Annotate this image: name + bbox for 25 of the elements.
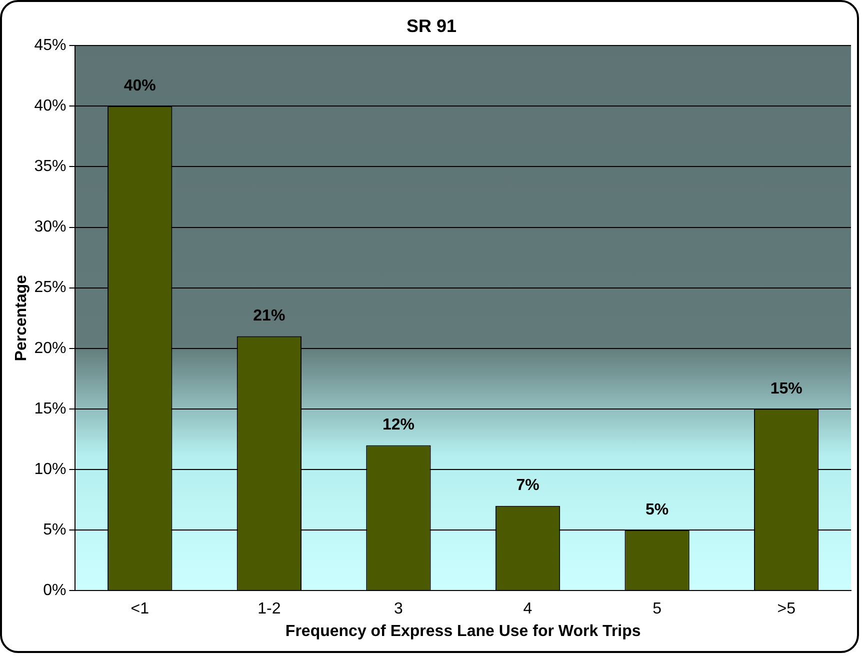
y-tick-label: 45% — [34, 37, 66, 54]
x-tick-label: <1 — [130, 600, 150, 618]
y-tick-label: 35% — [34, 158, 66, 176]
x-tick-label: >5 — [777, 600, 796, 618]
data-label: 5% — [645, 501, 669, 518]
x-axis-title: Frequency of Express Lane Use for Work Trips — [285, 622, 641, 640]
y-tick-label: 5% — [43, 521, 66, 538]
data-label: 7% — [516, 477, 540, 494]
data-label: 21% — [253, 308, 286, 325]
x-tick-label: 1-2 — [258, 600, 281, 618]
data-label: 15% — [770, 380, 802, 398]
y-tick-label: 0% — [43, 582, 66, 600]
chart-title: SR 91 — [406, 16, 457, 36]
x-tick-label: 3 — [394, 600, 404, 618]
y-tick-label: 20% — [34, 340, 66, 357]
y-tick-label: 10% — [34, 460, 66, 478]
data-label: 12% — [382, 416, 414, 434]
y-tick-label: 30% — [34, 218, 66, 236]
data-label: 40% — [124, 78, 156, 95]
y-tick-label: 40% — [34, 98, 66, 115]
y-tick-label: 25% — [34, 279, 66, 296]
x-tick-label: 5 — [652, 600, 662, 618]
y-axis-title: Percentage — [13, 274, 30, 362]
x-tick-label: 4 — [523, 600, 532, 618]
y-tick-label: 15% — [34, 400, 66, 418]
